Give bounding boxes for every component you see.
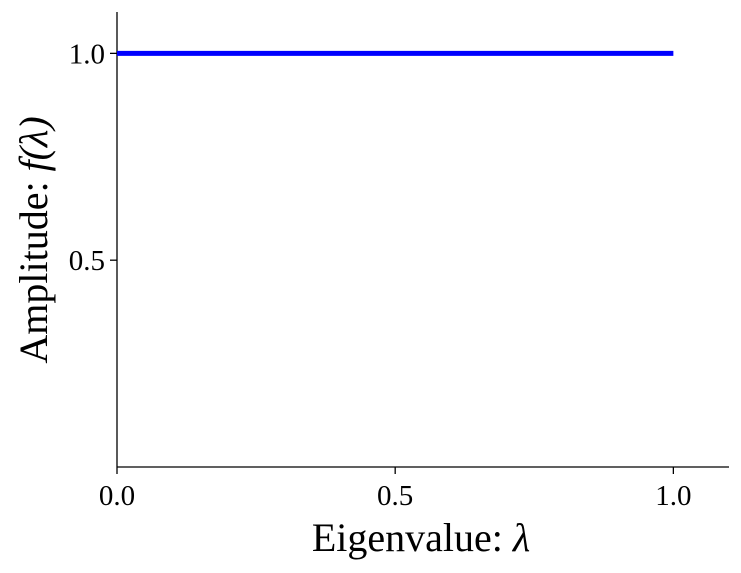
y-axis-label: Amplitude: f(λ): [11, 116, 56, 363]
y-tick-label: 0.5: [69, 245, 105, 277]
x-axis-label: Eigenvalue: λ: [312, 515, 530, 560]
y-ticks: 0.5 1.0: [69, 38, 117, 277]
y-tick-label: 1.0: [69, 38, 105, 70]
plot-area: 0.0 0.5 1.0 0.5 1.0: [69, 12, 729, 512]
x-tick-label: 0.0: [99, 480, 135, 512]
x-tick-label: 1.0: [655, 480, 691, 512]
x-ticks: 0.0 0.5 1.0: [99, 467, 691, 512]
x-tick-label: 0.5: [377, 480, 413, 512]
